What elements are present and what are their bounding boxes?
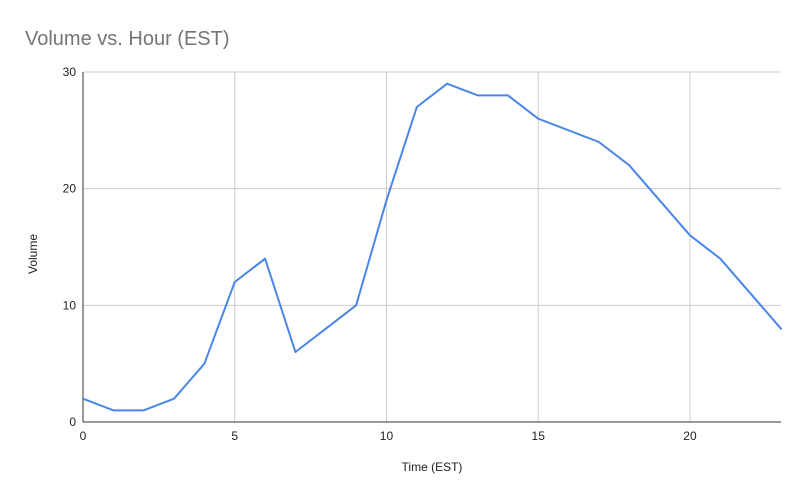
x-tick-label: 20: [683, 429, 697, 443]
x-axis-title: Time (EST): [402, 460, 463, 474]
x-tick-label: 5: [231, 429, 238, 443]
y-tick-label: 30: [63, 65, 77, 79]
x-tick-label: 0: [80, 429, 87, 443]
series-line: [82, 82, 782, 412]
y-axis-title: Volume: [26, 234, 40, 274]
y-tick-label: 10: [63, 298, 77, 312]
chart-title: Volume vs. Hour (EST): [25, 28, 230, 50]
axes: [82, 72, 781, 423]
tick-labels: 0 10 20 30 0 5 10 15 20: [63, 65, 697, 443]
series-group: [82, 82, 782, 412]
grid-lines: [83, 71, 781, 422]
y-tick-label: 0: [69, 415, 76, 429]
y-tick-label: 20: [63, 182, 77, 196]
x-tick-label: 10: [380, 429, 394, 443]
x-tick-label: 15: [532, 429, 546, 443]
